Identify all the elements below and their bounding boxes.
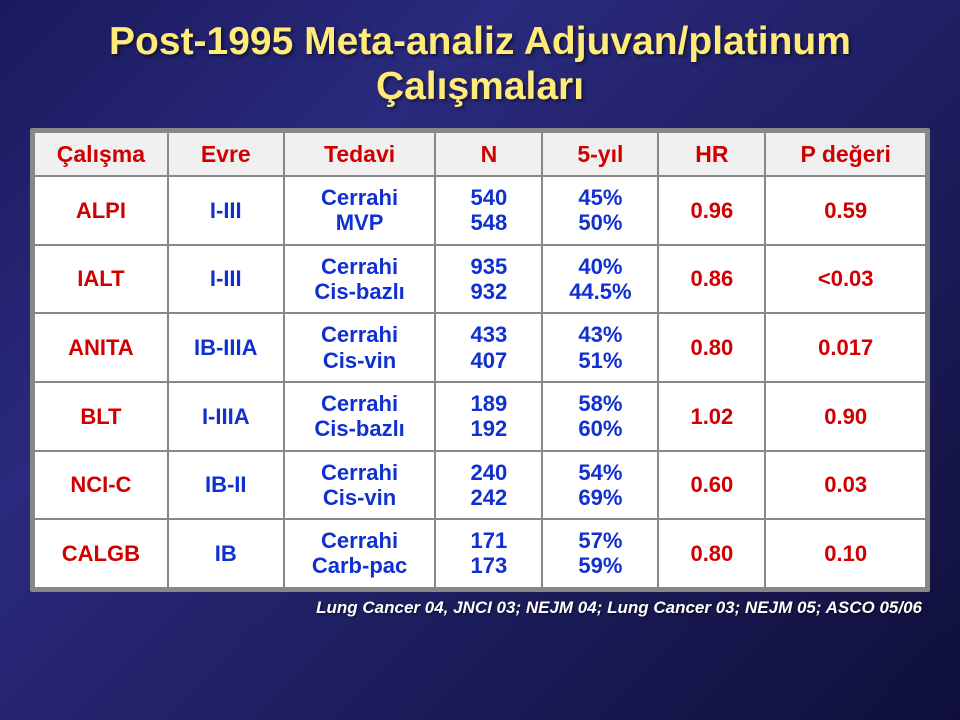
cell-p: 0.10 <box>765 519 926 588</box>
cell-n: 540548 <box>435 176 542 245</box>
cell-study: NCI-C <box>34 451 168 520</box>
cell-5yr: 58%60% <box>542 382 658 451</box>
hdr-stage: Evre <box>168 132 284 176</box>
cell-hr: 0.60 <box>658 451 765 520</box>
cell-hr: 0.96 <box>658 176 765 245</box>
cell-treatment: CerrahiCis-vin <box>284 313 436 382</box>
cell-stage: I-III <box>168 176 284 245</box>
meta-analysis-table: Çalışma Evre Tedavi N 5-yıl HR P değeri … <box>33 131 927 589</box>
table-row: IALTI-IIICerrahiCis-bazlı93593240%44.5%0… <box>34 245 926 314</box>
cell-n: 433407 <box>435 313 542 382</box>
hdr-p: P değeri <box>765 132 926 176</box>
cell-n: 189192 <box>435 382 542 451</box>
table-container: Çalışma Evre Tedavi N 5-yıl HR P değeri … <box>30 128 930 592</box>
title-line-1: Post-1995 Meta-analiz Adjuvan/platinum <box>109 20 851 63</box>
table-row: CALGBIBCerrahiCarb-pac17117357%59%0.800.… <box>34 519 926 588</box>
hdr-hr: HR <box>658 132 765 176</box>
cell-study: ANITA <box>34 313 168 382</box>
hdr-study: Çalışma <box>34 132 168 176</box>
cell-hr: 0.80 <box>658 519 765 588</box>
cell-p: 0.017 <box>765 313 926 382</box>
cell-5yr: 54%69% <box>542 451 658 520</box>
table-row: ANITAIB-IIIACerrahiCis-vin43340743%51%0.… <box>34 313 926 382</box>
title-line-2: Çalışmaları <box>376 65 584 108</box>
cell-treatment: CerrahiCis-bazlı <box>284 382 436 451</box>
table-row: ALPII-IIICerrahiMVP54054845%50%0.960.59 <box>34 176 926 245</box>
table-row: NCI-CIB-IICerrahiCis-vin24024254%69%0.60… <box>34 451 926 520</box>
cell-p: 0.90 <box>765 382 926 451</box>
table-row: BLTI-IIIACerrahiCis-bazlı18919258%60%1.0… <box>34 382 926 451</box>
citation-footnote: Lung Cancer 04, JNCI 03; NEJM 04; Lung C… <box>30 598 930 618</box>
cell-treatment: CerrahiCis-bazlı <box>284 245 436 314</box>
cell-5yr: 45%50% <box>542 176 658 245</box>
header-row: Çalışma Evre Tedavi N 5-yıl HR P değeri <box>34 132 926 176</box>
slide-title: Post-1995 Meta-analiz Adjuvan/platinum Ç… <box>30 20 930 110</box>
cell-study: BLT <box>34 382 168 451</box>
cell-stage: I-IIIA <box>168 382 284 451</box>
cell-treatment: CerrahiMVP <box>284 176 436 245</box>
cell-stage: IB-IIIA <box>168 313 284 382</box>
cell-5yr: 57%59% <box>542 519 658 588</box>
hdr-n: N <box>435 132 542 176</box>
cell-treatment: CerrahiCis-vin <box>284 451 436 520</box>
cell-stage: IB <box>168 519 284 588</box>
cell-study: IALT <box>34 245 168 314</box>
cell-hr: 1.02 <box>658 382 765 451</box>
cell-study: CALGB <box>34 519 168 588</box>
cell-hr: 0.80 <box>658 313 765 382</box>
cell-n: 935932 <box>435 245 542 314</box>
cell-5yr: 43%51% <box>542 313 658 382</box>
cell-stage: I-III <box>168 245 284 314</box>
cell-hr: 0.86 <box>658 245 765 314</box>
cell-5yr: 40%44.5% <box>542 245 658 314</box>
cell-n: 171173 <box>435 519 542 588</box>
cell-stage: IB-II <box>168 451 284 520</box>
table-head: Çalışma Evre Tedavi N 5-yıl HR P değeri <box>34 132 926 176</box>
cell-treatment: CerrahiCarb-pac <box>284 519 436 588</box>
cell-p: 0.03 <box>765 451 926 520</box>
cell-study: ALPI <box>34 176 168 245</box>
cell-p: <0.03 <box>765 245 926 314</box>
slide: Post-1995 Meta-analiz Adjuvan/platinum Ç… <box>0 0 960 720</box>
cell-p: 0.59 <box>765 176 926 245</box>
table-body: ALPII-IIICerrahiMVP54054845%50%0.960.59I… <box>34 176 926 588</box>
hdr-y5: 5-yıl <box>542 132 658 176</box>
hdr-tx: Tedavi <box>284 132 436 176</box>
cell-n: 240242 <box>435 451 542 520</box>
